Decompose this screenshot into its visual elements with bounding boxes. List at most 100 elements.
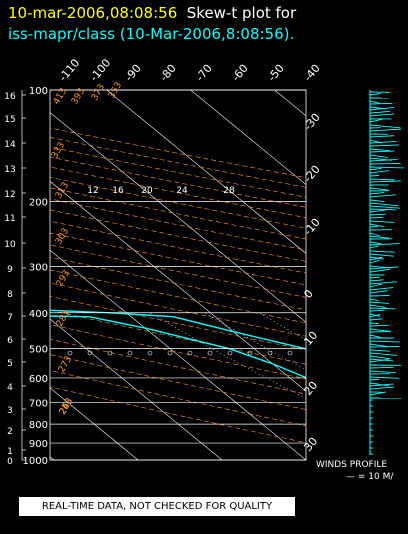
moist-adiabat-marker — [127, 350, 133, 356]
wind-barb — [369, 301, 389, 304]
wind-barb — [369, 328, 392, 332]
dewpoint-trace — [50, 315, 306, 379]
wind-barb — [369, 366, 394, 369]
height-tick-label: 9 — [7, 265, 13, 275]
wind-barb — [369, 118, 383, 123]
plot-border — [49, 89, 307, 461]
theta-label: 313 — [54, 181, 71, 201]
wind-barb — [369, 307, 396, 310]
height-tick-label: 5 — [7, 359, 13, 369]
height-tick-label: 16 — [4, 92, 16, 102]
mixing-ratio-label: 16 — [112, 186, 124, 196]
wind-barb — [369, 281, 398, 285]
wind-barb — [369, 208, 392, 213]
wind-barb — [369, 256, 383, 261]
temperature-right-label: -10 — [301, 216, 323, 238]
wind-barb — [369, 128, 401, 132]
wind-barb — [369, 334, 381, 338]
wind-barb — [369, 283, 383, 288]
isotherm-line — [106, 90, 306, 254]
pressure-tick-label: 300 — [29, 263, 48, 274]
moist-adiabat-marker — [167, 350, 173, 356]
wind-barb — [369, 309, 385, 312]
wind-barb — [369, 243, 400, 246]
wind-barb — [369, 93, 381, 96]
wind-barb — [369, 259, 381, 264]
dry-adiabat — [50, 220, 306, 274]
wind-barb — [369, 175, 380, 177]
wind-barb — [369, 250, 395, 253]
wind-barb — [369, 110, 391, 114]
wind-barb — [369, 340, 400, 343]
theta-label: 273 — [57, 355, 74, 375]
temperature-right-label: 30 — [301, 435, 320, 454]
wind-barb — [369, 324, 389, 327]
dry-adiabat — [50, 324, 306, 380]
wind-barb — [369, 135, 395, 138]
height-tick-label: 10 — [4, 240, 16, 250]
temperature-top-label: -40 — [301, 62, 323, 84]
wind-barb — [369, 279, 384, 282]
wind-barb — [369, 245, 379, 249]
wind-barb — [369, 194, 396, 198]
wind-barb — [369, 208, 396, 211]
pressure-tick-label: 800 — [29, 420, 48, 431]
moist-adiabat-marker — [87, 350, 93, 356]
mixing-ratio-line — [368, 313, 408, 460]
mixing-ratio-label: 12 — [87, 186, 98, 196]
height-tick-label: 6 — [7, 336, 13, 346]
pressure-tick-label: 100 — [29, 86, 48, 97]
dry-adiabat — [50, 187, 306, 240]
mixing-ratio-label: 24 — [176, 186, 188, 196]
winds-scale-label: — = 10 M/ — [346, 472, 394, 482]
moist-adiabat-marker — [147, 350, 153, 356]
mixing-ratio-line — [314, 313, 408, 460]
wind-barb — [369, 107, 394, 111]
theta-label: 413 — [52, 87, 69, 107]
wind-barb — [369, 213, 386, 216]
pressure-tick-label: 500 — [29, 345, 48, 356]
pressure-tick-label: 600 — [29, 374, 48, 385]
wind-barb — [369, 148, 390, 152]
wind-barb — [369, 162, 401, 165]
chart-title: 10-mar-2006,08:08:56 Skew-t plot for — [8, 4, 296, 22]
pressure-tick-label: 200 — [29, 197, 48, 208]
wind-barb — [369, 216, 384, 219]
wind-barb — [369, 355, 392, 360]
isotherm-line — [190, 90, 306, 185]
wind-barb — [369, 220, 395, 223]
wind-barb — [369, 298, 379, 301]
quality-notice: REAL-TIME DATA, NOT CHECKED FOR QUALITY — [19, 497, 295, 516]
height-tick-label: 8 — [7, 290, 13, 300]
wind-barb — [369, 313, 380, 317]
isotherm-line — [50, 318, 223, 460]
wind-barb — [369, 318, 383, 321]
wind-barb — [369, 113, 395, 117]
height-tick-label: 11 — [4, 214, 15, 224]
isotherm-line — [50, 249, 306, 460]
height-tick-label: 3 — [7, 406, 13, 416]
wind-barb — [369, 253, 394, 257]
temperature-top-label: -110 — [56, 56, 82, 83]
wind-barb — [369, 346, 400, 348]
wind-barb — [369, 349, 390, 352]
wind-barb — [369, 170, 389, 174]
height-tick-label: 14 — [4, 140, 16, 150]
wind-barb — [369, 352, 397, 356]
wind-barb — [369, 180, 401, 183]
moist-adiabat-marker — [287, 350, 293, 356]
theta-label: 333 — [50, 141, 67, 161]
temperature-right-label: 20 — [301, 379, 320, 398]
wind-barb — [369, 205, 401, 209]
chart-subtitle: iss-mapr/class (10-Mar-2006,8:08:56). — [8, 25, 295, 43]
wind-barb — [369, 391, 386, 396]
wind-barb — [369, 313, 381, 318]
height-tick-label: 12 — [4, 190, 15, 200]
dry-adiabat — [50, 309, 306, 365]
wind-barb — [369, 144, 400, 147]
wind-barb — [369, 150, 395, 153]
isotherm-line — [50, 112, 306, 323]
wind-barb — [369, 276, 380, 279]
theta-label: 353 — [107, 81, 124, 101]
